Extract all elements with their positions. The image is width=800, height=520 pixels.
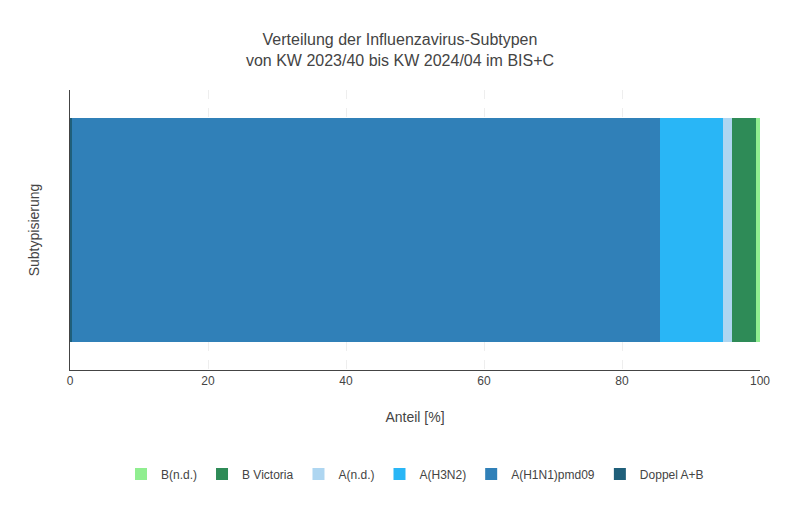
svg-text:A(H1N1)pmd09: A(H1N1)pmd09: [511, 468, 595, 482]
svg-text:A(H3N2): A(H3N2): [419, 468, 466, 482]
svg-text:20: 20: [201, 374, 215, 388]
svg-text:B(n.d.): B(n.d.): [161, 468, 197, 482]
svg-text:B Victoria: B Victoria: [242, 468, 293, 482]
svg-text:Subtypisierung: Subtypisierung: [26, 184, 42, 277]
svg-text:60: 60: [477, 374, 491, 388]
svg-text:Verteilung der Influenzavirus-: Verteilung der Influenzavirus-Subtypenvo…: [246, 31, 554, 69]
svg-text:A(n.d.): A(n.d.): [338, 468, 374, 482]
svg-text:Anteil [%]: Anteil [%]: [385, 409, 444, 425]
svg-text:100: 100: [750, 374, 770, 388]
svg-text:80: 80: [615, 374, 629, 388]
svg-text:0: 0: [67, 374, 74, 388]
svg-text:Doppel A+B: Doppel A+B: [640, 468, 704, 482]
svg-text:40: 40: [339, 374, 353, 388]
